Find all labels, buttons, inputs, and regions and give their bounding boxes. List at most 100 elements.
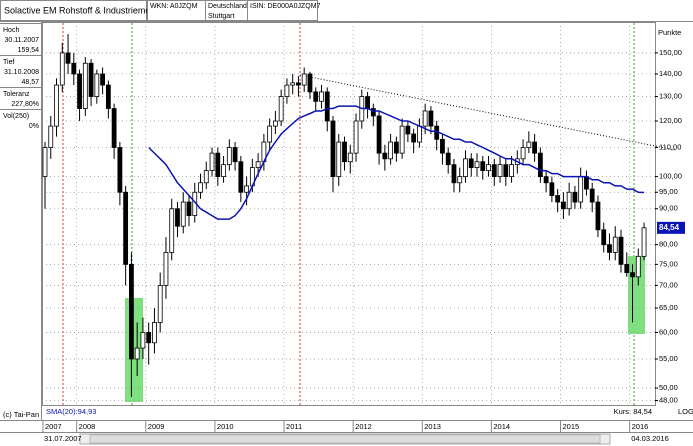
candle-body — [65, 52, 71, 64]
candle-body — [100, 73, 105, 86]
x-tick-label: 2012 — [355, 422, 372, 431]
stat-value: 227,80% — [11, 101, 39, 108]
x-tick-label: 2009 — [148, 422, 165, 431]
x-tick-label: 2007 — [45, 422, 62, 431]
candle-body — [549, 182, 555, 196]
candle-body — [520, 147, 526, 160]
candle-body — [463, 158, 468, 178]
scroll-thumb[interactable] — [89, 434, 601, 444]
candle-body — [474, 161, 480, 168]
candle-body — [382, 152, 388, 160]
candle-body — [440, 138, 445, 154]
candle-body — [365, 96, 370, 109]
candle-body — [543, 176, 549, 184]
candle-body — [468, 158, 474, 168]
candle-body — [630, 272, 635, 278]
candle-body — [232, 147, 238, 163]
candle-body — [555, 195, 561, 203]
scale-mode[interactable]: LOG — [678, 407, 693, 416]
stat-value: 31.10.2008 — [4, 69, 39, 76]
candle-body — [589, 188, 595, 203]
candle-body — [244, 185, 250, 193]
candle-body — [42, 147, 48, 178]
candle-body — [88, 62, 94, 97]
candle-body — [157, 285, 163, 323]
candle-body — [624, 263, 630, 274]
candle-body — [342, 141, 347, 163]
candle-body — [59, 52, 65, 86]
y-tick-label: 110,00 — [659, 143, 681, 152]
highlight-box — [125, 298, 143, 402]
y-tick-label: 140,00 — [659, 69, 682, 78]
candle-body — [111, 108, 117, 148]
candle-body — [128, 263, 134, 360]
candle-body — [480, 161, 486, 171]
candle-body — [180, 201, 186, 227]
candle-body — [370, 108, 376, 117]
candle-body — [54, 84, 59, 127]
candle-body — [284, 84, 290, 97]
candle-body — [497, 164, 503, 178]
start-date: 31.07.2007 — [44, 434, 82, 443]
candle-body — [215, 152, 221, 178]
candle-body — [509, 164, 514, 178]
candle-body — [94, 73, 100, 97]
y-tick-label: 70,00 — [659, 280, 678, 289]
candle-body — [290, 82, 296, 86]
candle-body — [203, 170, 209, 184]
candle-body — [503, 164, 509, 178]
candle-body — [393, 141, 399, 154]
sma-label: SMA(20):94,93 — [46, 407, 96, 416]
candle-body — [635, 255, 641, 278]
candle-body — [77, 73, 82, 109]
candle-body — [428, 110, 434, 127]
candle-body — [238, 161, 244, 193]
stat-value: 159,54 — [18, 47, 40, 54]
y-tick-label: 50,00 — [659, 383, 678, 392]
candle-body — [347, 152, 353, 163]
copyright: (c) Tai-Pan — [3, 410, 39, 419]
stat-label: Toleranz — [3, 91, 30, 98]
y-axis-title: Punkte — [658, 28, 681, 37]
candle-body — [422, 110, 428, 127]
x-tick-label: 2013 — [424, 422, 441, 431]
country: Deutschland — [208, 3, 247, 10]
stat-value: 0% — [29, 123, 39, 130]
wkn: WKN: A0JZQM — [150, 3, 198, 10]
candle-body — [301, 73, 307, 86]
candle-body — [186, 201, 192, 217]
candle-body — [376, 115, 382, 154]
candle-body — [526, 141, 532, 148]
candle-body — [388, 141, 394, 160]
candle-body — [353, 120, 359, 154]
candle-body — [532, 141, 537, 154]
isin: ISIN: DE000A0JZQM7 — [250, 3, 321, 10]
y-tick-label: 48,00 — [659, 396, 678, 405]
end-date: 04.03.2016 — [631, 434, 669, 443]
candle-body — [175, 208, 180, 227]
candle-body — [405, 125, 411, 135]
candle-body — [607, 244, 612, 253]
candle-body — [561, 201, 566, 210]
candle-body — [612, 236, 618, 253]
candle-body — [399, 125, 405, 154]
candle-body — [209, 152, 215, 171]
candle-body — [601, 229, 607, 246]
candle-body — [296, 82, 301, 86]
candle-body — [451, 164, 457, 184]
isin-box — [247, 0, 318, 21]
stat-label: Hoch — [3, 27, 19, 34]
candle-body — [578, 176, 584, 203]
stat-label: Vol(250) — [3, 113, 29, 120]
candle-body — [255, 161, 261, 168]
candle-body — [226, 147, 232, 166]
x-tick-label: 2008 — [79, 422, 96, 431]
title-box — [0, 0, 147, 21]
sma-line — [148, 105, 645, 220]
candle-body — [457, 176, 463, 184]
candle-body — [105, 84, 111, 109]
candle-body — [134, 347, 140, 360]
y-tick-label: 55,00 — [659, 354, 678, 363]
candle-body — [267, 125, 273, 143]
